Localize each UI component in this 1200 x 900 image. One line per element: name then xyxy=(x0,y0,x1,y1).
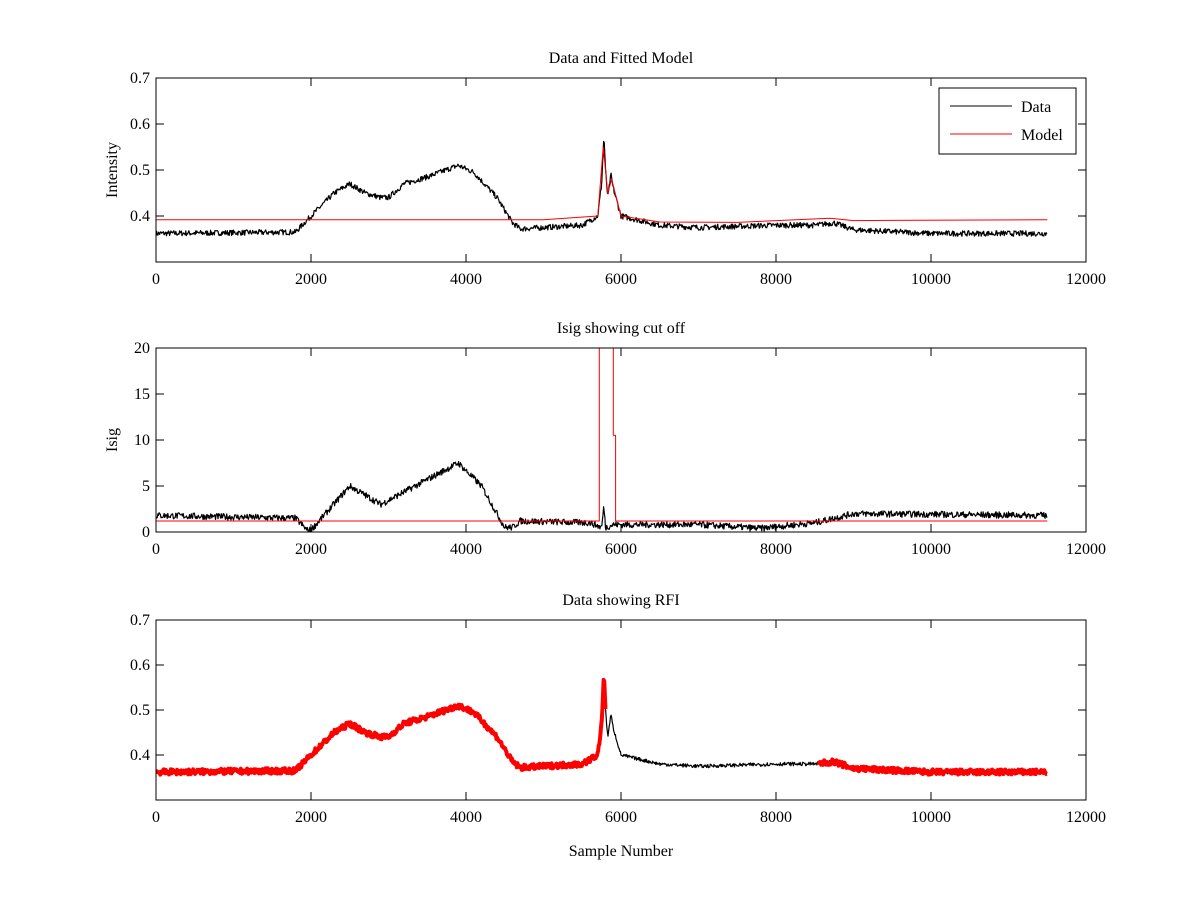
legend-box xyxy=(938,87,1077,155)
x-tick-label: 8000 xyxy=(760,809,792,826)
series-model xyxy=(156,146,1048,223)
x-tick-label: 10000 xyxy=(911,271,951,288)
x-tick-label: 10000 xyxy=(911,809,951,826)
chart-title: Data showing RFI xyxy=(562,592,679,609)
y-tick-label: 0.5 xyxy=(130,162,150,179)
x-tick-label: 2000 xyxy=(295,541,327,558)
y-tick-label: 5 xyxy=(142,478,150,495)
series-rfi-segment-1 xyxy=(816,757,1049,777)
series-data xyxy=(156,140,1048,237)
x-tick-label: 10000 xyxy=(911,541,951,558)
legend-label-data: Data xyxy=(1021,99,1051,116)
y-tick-label: 0.4 xyxy=(130,208,150,225)
chart-title: Data and Fitted Model xyxy=(549,50,694,67)
x-tick-label: 0 xyxy=(152,809,160,826)
y-tick-label: 0.5 xyxy=(130,702,150,719)
chart-title: Isig showing cut off xyxy=(557,320,686,337)
x-tick-label: 6000 xyxy=(605,541,637,558)
x-tick-label: 12000 xyxy=(1066,271,1106,288)
legend-label-model: Model xyxy=(1021,127,1063,144)
y-axis-label: Intensity xyxy=(104,142,121,198)
y-tick-label: 0.7 xyxy=(130,70,150,87)
x-tick-label: 4000 xyxy=(450,271,482,288)
x-tick-label: 0 xyxy=(152,541,160,558)
series-isig xyxy=(156,461,1048,532)
x-tick-label: 8000 xyxy=(760,271,792,288)
x-tick-label: 2000 xyxy=(295,809,327,826)
series-cut-off xyxy=(156,348,1048,522)
plot-area xyxy=(156,677,1049,777)
x-tick-label: 4000 xyxy=(450,809,482,826)
series-rfi-segment-0 xyxy=(156,677,608,777)
y-tick-label: 0.6 xyxy=(130,657,150,674)
subplot-3: 0 2000 4000 6000 8000 10000 12000 0.4 0.5 0.6 0.7 D… xyxy=(130,592,1106,860)
x-tick-label: 0 xyxy=(152,271,160,288)
plot-area xyxy=(156,348,1048,532)
x-axis-label: Sample Number xyxy=(569,843,674,860)
subplot-2: 0 2000 4000 6000 8000 10000 12000 0 5 10 15 20 Isig … xyxy=(104,320,1106,558)
x-tick-label: 12000 xyxy=(1066,809,1106,826)
y-axis-label: Isig xyxy=(104,428,121,452)
y-tick-label: 0 xyxy=(142,524,150,541)
subplot-1: 0 2000 4000 6000 8000 10000 12000 0.4 0.5 0.6 0.7 D… xyxy=(104,50,1106,288)
x-tick-label: 6000 xyxy=(605,271,637,288)
y-tick-label: 0.7 xyxy=(130,612,150,629)
x-tick-label: 6000 xyxy=(605,809,637,826)
y-tick-label: 0.6 xyxy=(130,116,150,133)
y-tick-label: 10 xyxy=(134,432,150,449)
y-tick-label: 0.4 xyxy=(130,747,150,764)
x-tick-label: 2000 xyxy=(295,271,327,288)
x-tick-label: 8000 xyxy=(760,541,792,558)
x-tick-label: 12000 xyxy=(1066,541,1106,558)
legend: Data Model xyxy=(938,87,1077,155)
plot-area xyxy=(156,140,1048,237)
y-tick-label: 20 xyxy=(134,340,150,357)
x-tick-label: 4000 xyxy=(450,541,482,558)
y-tick-label: 15 xyxy=(134,386,150,403)
